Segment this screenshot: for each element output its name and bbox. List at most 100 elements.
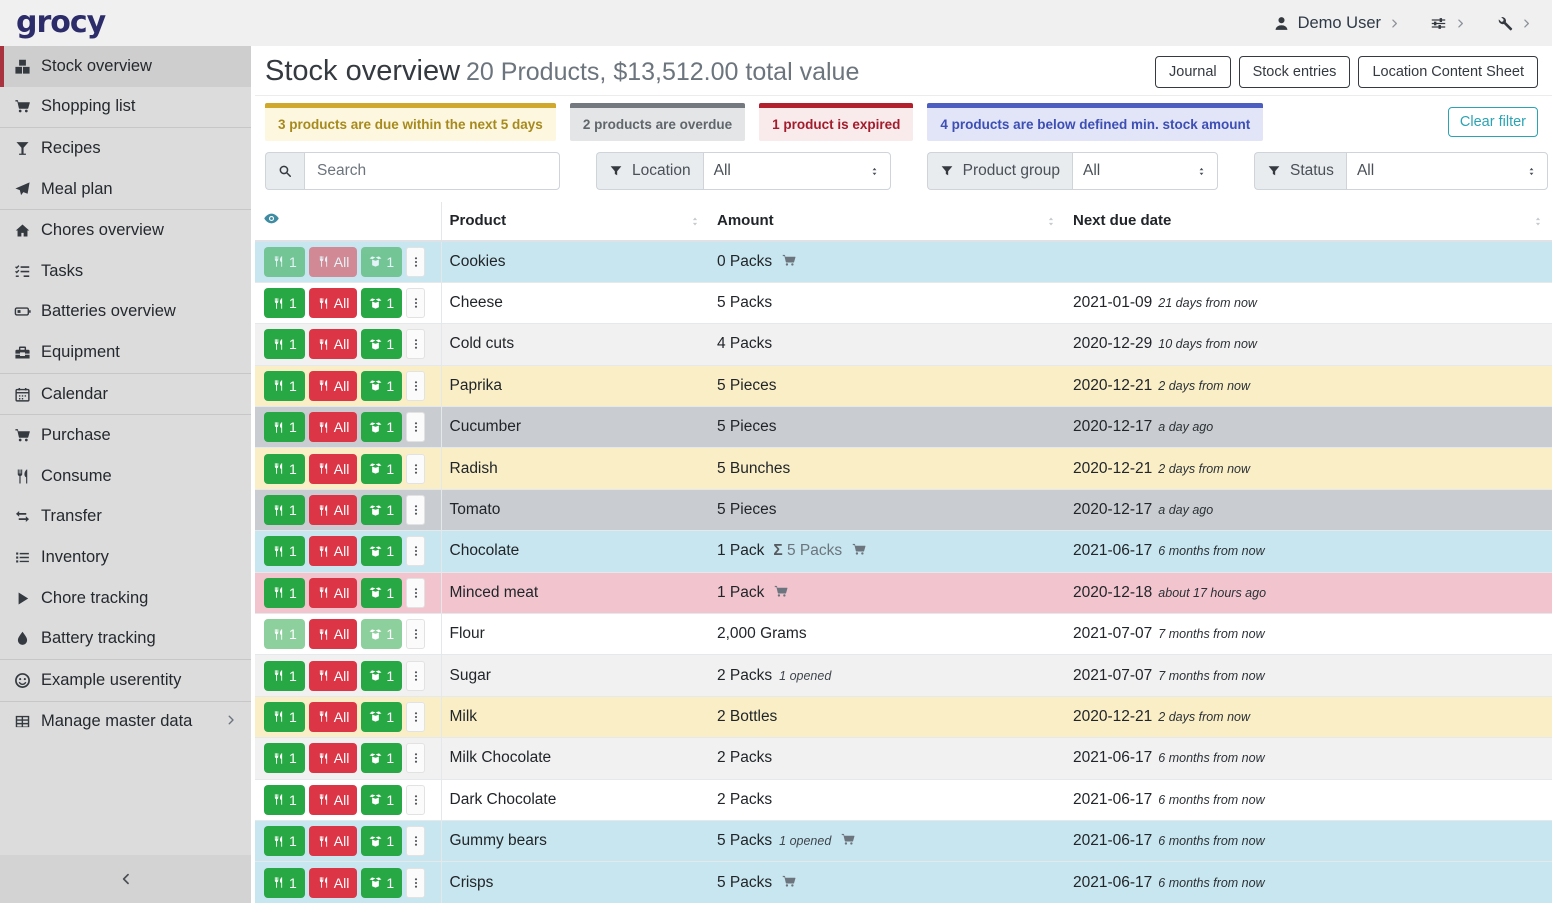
consume-one-button[interactable]: 1	[264, 701, 305, 732]
consume-one-button[interactable]: 1	[264, 660, 305, 691]
sidebar-item-batteries-overview[interactable]: Batteries overview	[0, 292, 251, 333]
column-header-amount[interactable]: Amount	[709, 202, 1065, 242]
sidebar-item-purchase[interactable]: Purchase	[0, 415, 251, 456]
open-one-button[interactable]: 1	[361, 246, 403, 277]
consume-all-button[interactable]: All	[308, 288, 358, 319]
row-menu-button[interactable]	[406, 288, 426, 319]
sidebar-item-chores-overview[interactable]: Chores overview	[0, 210, 251, 251]
admin-menu[interactable]	[1496, 15, 1532, 32]
consume-one-button[interactable]: 1	[264, 246, 305, 277]
row-menu-button[interactable]	[406, 495, 426, 526]
consume-all-button[interactable]: All	[308, 619, 358, 650]
open-one-button[interactable]: 1	[361, 329, 403, 360]
sidebar-item-recipes[interactable]: Recipes	[0, 128, 251, 169]
open-one-button[interactable]: 1	[361, 826, 403, 857]
clear-filter-button[interactable]: Clear filter	[1447, 107, 1538, 137]
consume-all-button[interactable]: All	[308, 246, 358, 277]
alert-secondary[interactable]: 2 products are overdue	[569, 103, 746, 141]
sidebar-item-battery-tracking[interactable]: Battery tracking	[0, 618, 251, 659]
consume-all-button[interactable]: All	[308, 701, 358, 732]
row-menu-button[interactable]	[406, 743, 426, 774]
open-one-button[interactable]: 1	[361, 784, 403, 815]
consume-all-button[interactable]: All	[308, 577, 358, 608]
sidebar-item-inventory[interactable]: Inventory	[0, 537, 251, 578]
row-menu-button[interactable]	[406, 370, 426, 401]
row-menu-button[interactable]	[406, 536, 426, 567]
row-menu-button[interactable]	[406, 867, 426, 898]
consume-all-button[interactable]: All	[308, 826, 358, 857]
consume-all-button[interactable]: All	[308, 370, 358, 401]
row-menu-button[interactable]	[406, 412, 426, 443]
consume-one-button[interactable]: 1	[264, 495, 305, 526]
consume-one-button[interactable]: 1	[264, 412, 305, 443]
sidebar-item-manage-master-data[interactable]: Manage master data	[0, 702, 251, 743]
open-one-button[interactable]: 1	[361, 536, 403, 567]
settings-menu[interactable]	[1430, 15, 1466, 32]
consume-all-button[interactable]: All	[308, 784, 358, 815]
open-one-button[interactable]: 1	[361, 619, 403, 650]
sidebar-item-example-userentity[interactable]: Example userentity	[0, 660, 251, 701]
consume-one-button[interactable]: 1	[264, 453, 305, 484]
row-menu-button[interactable]	[406, 246, 426, 277]
row-menu-button[interactable]	[406, 826, 426, 857]
product-group-select[interactable]: All	[1071, 152, 1218, 190]
user-menu[interactable]: Demo User	[1273, 14, 1400, 33]
consume-all-button[interactable]: All	[308, 412, 358, 443]
consume-one-button[interactable]: 1	[264, 826, 305, 857]
consume-one-button[interactable]: 1	[264, 577, 305, 608]
consume-one-button[interactable]: 1	[264, 743, 305, 774]
open-one-button[interactable]: 1	[361, 660, 403, 691]
status-select[interactable]: All	[1345, 152, 1548, 190]
stock-entries-button[interactable]: Stock entries	[1238, 56, 1351, 88]
consume-all-button[interactable]: All	[308, 867, 358, 898]
consume-one-button[interactable]: 1	[264, 784, 305, 815]
consume-all-button[interactable]: All	[308, 660, 358, 691]
open-one-button[interactable]: 1	[361, 412, 403, 443]
sidebar-item-calendar[interactable]: Calendar	[0, 374, 251, 415]
consume-one-button[interactable]: 1	[264, 867, 305, 898]
open-one-button[interactable]: 1	[361, 743, 403, 774]
column-header-product[interactable]: Product	[441, 202, 709, 242]
sidebar-item-tasks[interactable]: Tasks	[0, 251, 251, 292]
open-one-button[interactable]: 1	[361, 288, 403, 319]
alert-danger[interactable]: 1 product is expired	[759, 103, 914, 141]
row-menu-button[interactable]	[406, 701, 426, 732]
open-one-button[interactable]: 1	[361, 453, 403, 484]
open-one-button[interactable]: 1	[361, 577, 403, 608]
consume-one-button[interactable]: 1	[264, 370, 305, 401]
open-one-button[interactable]: 1	[361, 867, 403, 898]
row-menu-button[interactable]	[406, 329, 426, 360]
consume-all-button[interactable]: All	[308, 329, 358, 360]
consume-all-button[interactable]: All	[308, 495, 358, 526]
consume-one-button[interactable]: 1	[264, 619, 305, 650]
search-input[interactable]	[304, 152, 560, 190]
row-menu-button[interactable]	[406, 619, 426, 650]
consume-one-button[interactable]: 1	[264, 329, 305, 360]
column-visibility-toggle[interactable]	[255, 202, 442, 242]
row-menu-button[interactable]	[406, 660, 426, 691]
row-menu-button[interactable]	[406, 577, 426, 608]
sidebar-item-consume[interactable]: Consume	[0, 456, 251, 497]
alert-primary[interactable]: 4 products are below defined min. stock …	[927, 103, 1264, 141]
consume-one-button[interactable]: 1	[264, 536, 305, 567]
open-one-button[interactable]: 1	[361, 370, 403, 401]
sidebar-item-meal-plan[interactable]: Meal plan	[0, 169, 251, 210]
location-content-sheet-button[interactable]: Location Content Sheet	[1358, 56, 1538, 88]
consume-all-button[interactable]: All	[308, 743, 358, 774]
row-menu-button[interactable]	[406, 784, 426, 815]
sidebar-item-stock-overview[interactable]: Stock overview	[0, 46, 251, 87]
row-menu-button[interactable]	[406, 453, 426, 484]
location-select[interactable]: All	[702, 152, 891, 190]
column-header-next-due-date[interactable]: Next due date	[1065, 202, 1552, 242]
sidebar-item-chore-tracking[interactable]: Chore tracking	[0, 578, 251, 619]
sidebar-item-shopping-list[interactable]: Shopping list	[0, 87, 251, 128]
sidebar-item-transfer[interactable]: Transfer	[0, 497, 251, 538]
sidebar-item-equipment[interactable]: Equipment	[0, 332, 251, 373]
alert-warning[interactable]: 3 products are due within the next 5 day…	[265, 103, 556, 141]
consume-one-button[interactable]: 1	[264, 288, 305, 319]
consume-all-button[interactable]: All	[308, 536, 358, 567]
consume-all-button[interactable]: All	[308, 453, 358, 484]
journal-button[interactable]: Journal	[1155, 56, 1231, 88]
open-one-button[interactable]: 1	[361, 701, 403, 732]
sidebar-collapse-button[interactable]	[0, 855, 251, 903]
